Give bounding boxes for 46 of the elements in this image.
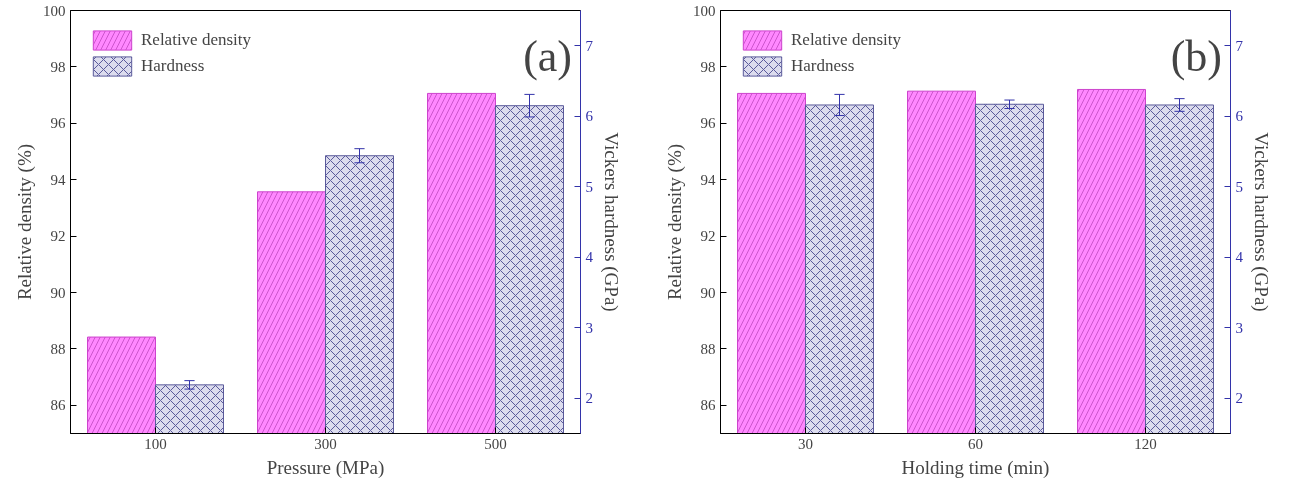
y-tick-label: 98 xyxy=(50,58,66,75)
x-tick-label: 30 xyxy=(798,435,813,452)
x-axis-title: Holding time (min) xyxy=(901,456,1050,479)
y2-tick-label: 2 xyxy=(1235,390,1243,407)
y-tick-label: 98 xyxy=(700,58,716,75)
y2-tick-label: 7 xyxy=(1235,37,1244,54)
y-tick-label: 86 xyxy=(50,397,66,414)
y2-tick-label: 4 xyxy=(585,249,594,266)
y-tick-label: 100 xyxy=(43,2,66,19)
y2-tick-label: 7 xyxy=(585,37,594,54)
annotation: (b) xyxy=(1170,31,1223,81)
legend-label: Hardness xyxy=(791,56,855,76)
legend-label: Relative density xyxy=(791,30,902,50)
legend-label: Hardness xyxy=(141,56,205,76)
y-tick-label: 92 xyxy=(50,228,66,245)
x-axis-title: Pressure (MPa) xyxy=(266,456,385,479)
y-tick-label: 100 xyxy=(693,2,716,19)
y2-tick-label: 5 xyxy=(1235,178,1243,195)
y-tick-label: 86 xyxy=(700,397,716,414)
y-tick-label: 96 xyxy=(50,115,66,132)
x-tick-label: 300 xyxy=(314,435,337,452)
y-axis-title: Relative density (%) xyxy=(14,143,36,301)
y2-axis-title: Vickers hardness (GPa) xyxy=(600,132,622,312)
legend-label: Relative density xyxy=(141,30,252,50)
y2-tick-label: 6 xyxy=(585,108,594,125)
y2-tick-label: 3 xyxy=(585,319,593,336)
y-tick-label: 88 xyxy=(50,340,66,357)
y-tick-label: 94 xyxy=(50,171,66,188)
y2-tick-label: 4 xyxy=(1235,249,1244,266)
y-tick-label: 90 xyxy=(700,284,716,301)
x-tick-label: 60 xyxy=(968,435,983,452)
y2-axis-title: Vickers hardness (GPa) xyxy=(1250,132,1272,312)
y2-tick-label: 2 xyxy=(585,390,593,407)
x-tick-label: 100 xyxy=(144,435,167,452)
x-tick-label: 120 xyxy=(1134,435,1157,452)
y-tick-label: 94 xyxy=(700,171,716,188)
y-tick-label: 88 xyxy=(700,340,716,357)
y2-tick-label: 5 xyxy=(585,178,593,195)
annotation: (a) xyxy=(523,31,573,81)
y-tick-label: 92 xyxy=(700,228,716,245)
x-tick-label: 500 xyxy=(484,435,507,452)
y-axis-title: Relative density (%) xyxy=(664,143,686,301)
y-tick-label: 90 xyxy=(50,284,66,301)
y2-tick-label: 3 xyxy=(1235,319,1243,336)
y-tick-label: 96 xyxy=(700,115,716,132)
y2-tick-label: 6 xyxy=(1235,108,1244,125)
